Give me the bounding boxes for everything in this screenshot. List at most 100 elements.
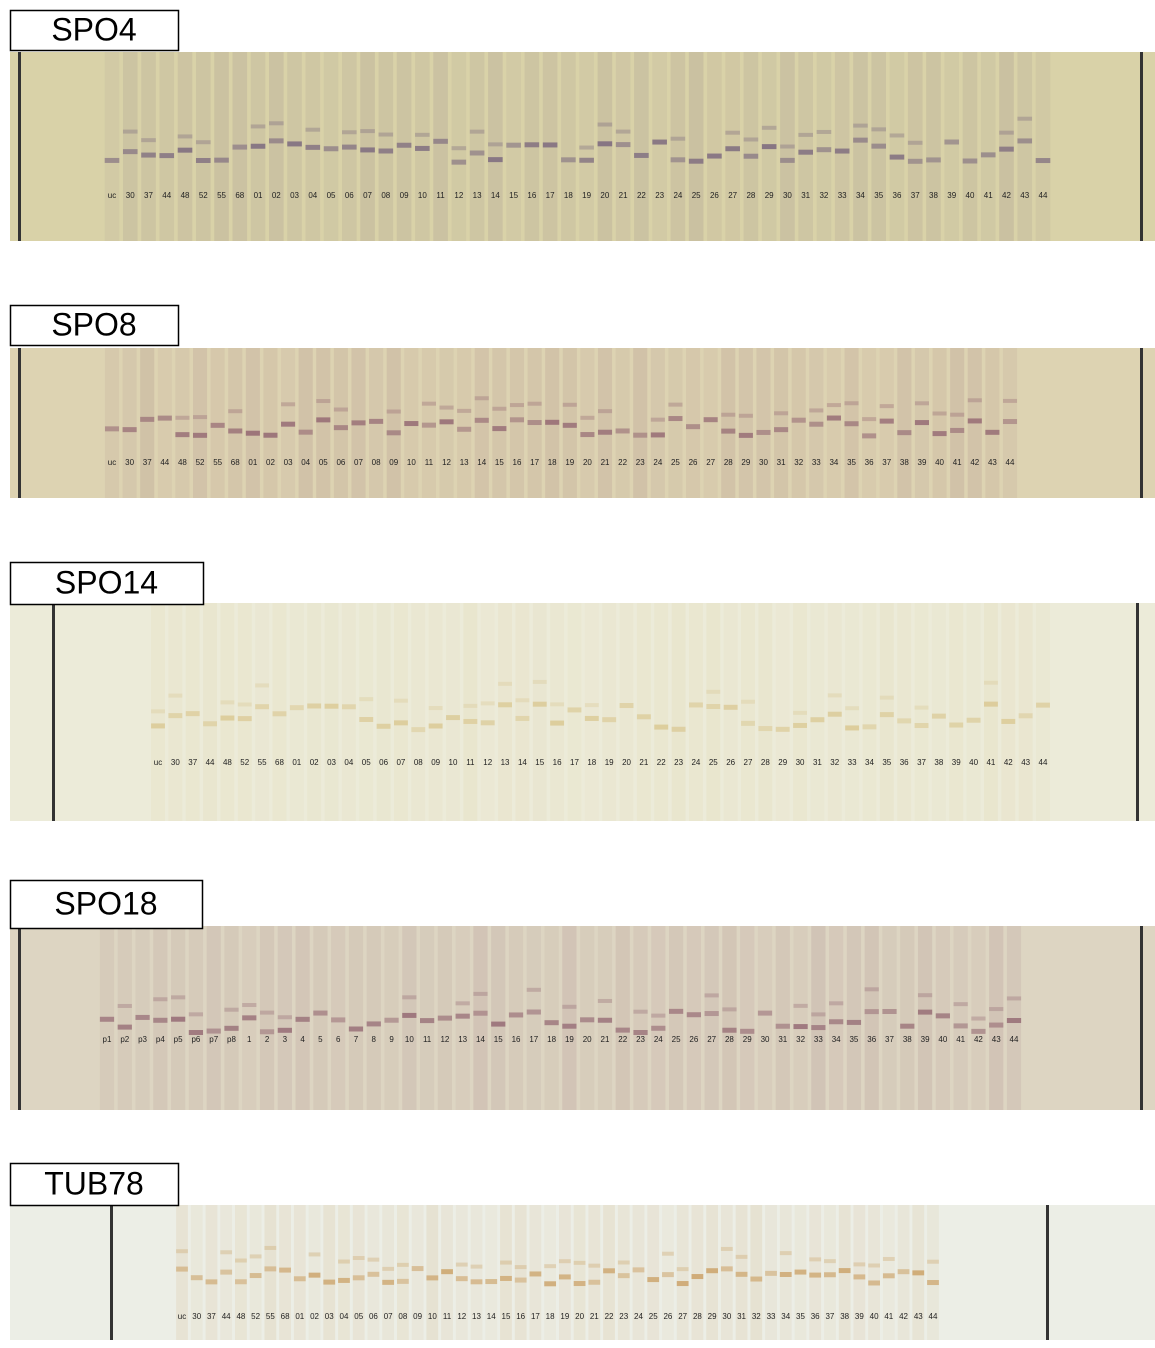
band bbox=[168, 694, 182, 698]
band bbox=[220, 700, 234, 704]
band bbox=[123, 130, 138, 134]
band bbox=[527, 988, 541, 992]
band bbox=[829, 1001, 843, 1005]
lane bbox=[349, 926, 363, 1110]
band bbox=[123, 149, 138, 154]
lane-label: 18 bbox=[587, 758, 596, 767]
lane-label: 04 bbox=[340, 1312, 349, 1321]
lane bbox=[950, 348, 964, 498]
lane-label: 02 bbox=[310, 758, 319, 767]
band bbox=[739, 414, 753, 418]
lane-label: 44 bbox=[1039, 191, 1048, 200]
lane-label: 25 bbox=[709, 758, 718, 767]
lane bbox=[585, 603, 599, 821]
band bbox=[568, 707, 582, 712]
band bbox=[706, 690, 720, 694]
band bbox=[306, 145, 321, 150]
band bbox=[316, 399, 330, 403]
band bbox=[853, 124, 868, 128]
lane bbox=[721, 348, 735, 498]
lane bbox=[897, 348, 911, 498]
lane-label: 39 bbox=[921, 1035, 930, 1044]
band bbox=[853, 138, 868, 143]
lane-label: 26 bbox=[689, 458, 698, 467]
band bbox=[415, 146, 430, 151]
band bbox=[722, 1028, 736, 1033]
band bbox=[196, 140, 211, 144]
lane-label: 20 bbox=[600, 191, 609, 200]
lane-label: 14 bbox=[518, 758, 527, 767]
lane bbox=[827, 348, 841, 498]
band bbox=[473, 992, 487, 996]
lane bbox=[394, 603, 408, 821]
band bbox=[178, 148, 193, 153]
lane-label: p7 bbox=[209, 1035, 218, 1044]
lane-label: 44 bbox=[1039, 758, 1048, 767]
band bbox=[515, 1278, 527, 1283]
lane-label: 52 bbox=[240, 758, 249, 767]
band bbox=[798, 150, 813, 155]
band bbox=[470, 150, 485, 155]
lane bbox=[175, 348, 189, 498]
lane-label: 34 bbox=[856, 191, 865, 200]
lane-label: 28 bbox=[761, 758, 770, 767]
lane-label: 30 bbox=[722, 1312, 731, 1321]
lane-label: 30 bbox=[796, 758, 805, 767]
lane-label: 43 bbox=[914, 1312, 923, 1321]
lane-label: 06 bbox=[345, 191, 354, 200]
lane bbox=[926, 52, 941, 241]
band bbox=[774, 427, 788, 432]
band bbox=[762, 126, 777, 130]
lane bbox=[342, 603, 356, 821]
lane-label: 38 bbox=[934, 758, 943, 767]
lane bbox=[862, 348, 876, 498]
lane-label: 35 bbox=[847, 458, 856, 467]
lane-label: 40 bbox=[969, 758, 978, 767]
band bbox=[637, 714, 651, 719]
band bbox=[828, 712, 842, 717]
band bbox=[118, 1025, 132, 1030]
lane-label: 26 bbox=[726, 758, 735, 767]
lane bbox=[933, 348, 947, 498]
lane-label: 22 bbox=[605, 1312, 614, 1321]
band bbox=[235, 1259, 247, 1263]
gel-edge bbox=[18, 348, 21, 498]
band bbox=[704, 417, 718, 422]
lane-label: 33 bbox=[767, 1312, 776, 1321]
lane-label: 20 bbox=[622, 758, 631, 767]
lane bbox=[954, 926, 968, 1110]
lane bbox=[758, 926, 772, 1110]
lane bbox=[687, 926, 701, 1110]
lane-label: 10 bbox=[428, 1312, 437, 1321]
band bbox=[251, 124, 266, 128]
lane-label: 36 bbox=[865, 458, 874, 467]
lane-label: 03 bbox=[327, 758, 336, 767]
band bbox=[316, 417, 330, 422]
lane-label: 48 bbox=[178, 458, 187, 467]
lane-label: 31 bbox=[801, 191, 810, 200]
band bbox=[105, 426, 119, 431]
band bbox=[827, 403, 841, 407]
band bbox=[492, 426, 506, 431]
lane-label: 05 bbox=[319, 458, 328, 467]
lane bbox=[299, 348, 313, 498]
lane-label: 05 bbox=[362, 758, 371, 767]
band bbox=[580, 416, 594, 420]
band bbox=[827, 416, 841, 421]
lane-label: 44 bbox=[160, 458, 169, 467]
lane bbox=[402, 926, 416, 1110]
lane-label: 68 bbox=[235, 191, 244, 200]
band bbox=[949, 723, 963, 728]
lane-label: p6 bbox=[191, 1035, 200, 1044]
band bbox=[880, 404, 894, 408]
band bbox=[721, 1266, 733, 1271]
band bbox=[422, 423, 436, 428]
lane bbox=[359, 603, 373, 821]
lane-label: 41 bbox=[884, 1312, 893, 1321]
band bbox=[176, 1267, 188, 1272]
band bbox=[353, 1275, 365, 1280]
band bbox=[471, 1279, 483, 1284]
lane-label: 28 bbox=[725, 1035, 734, 1044]
band bbox=[228, 409, 242, 413]
band bbox=[456, 1263, 468, 1267]
